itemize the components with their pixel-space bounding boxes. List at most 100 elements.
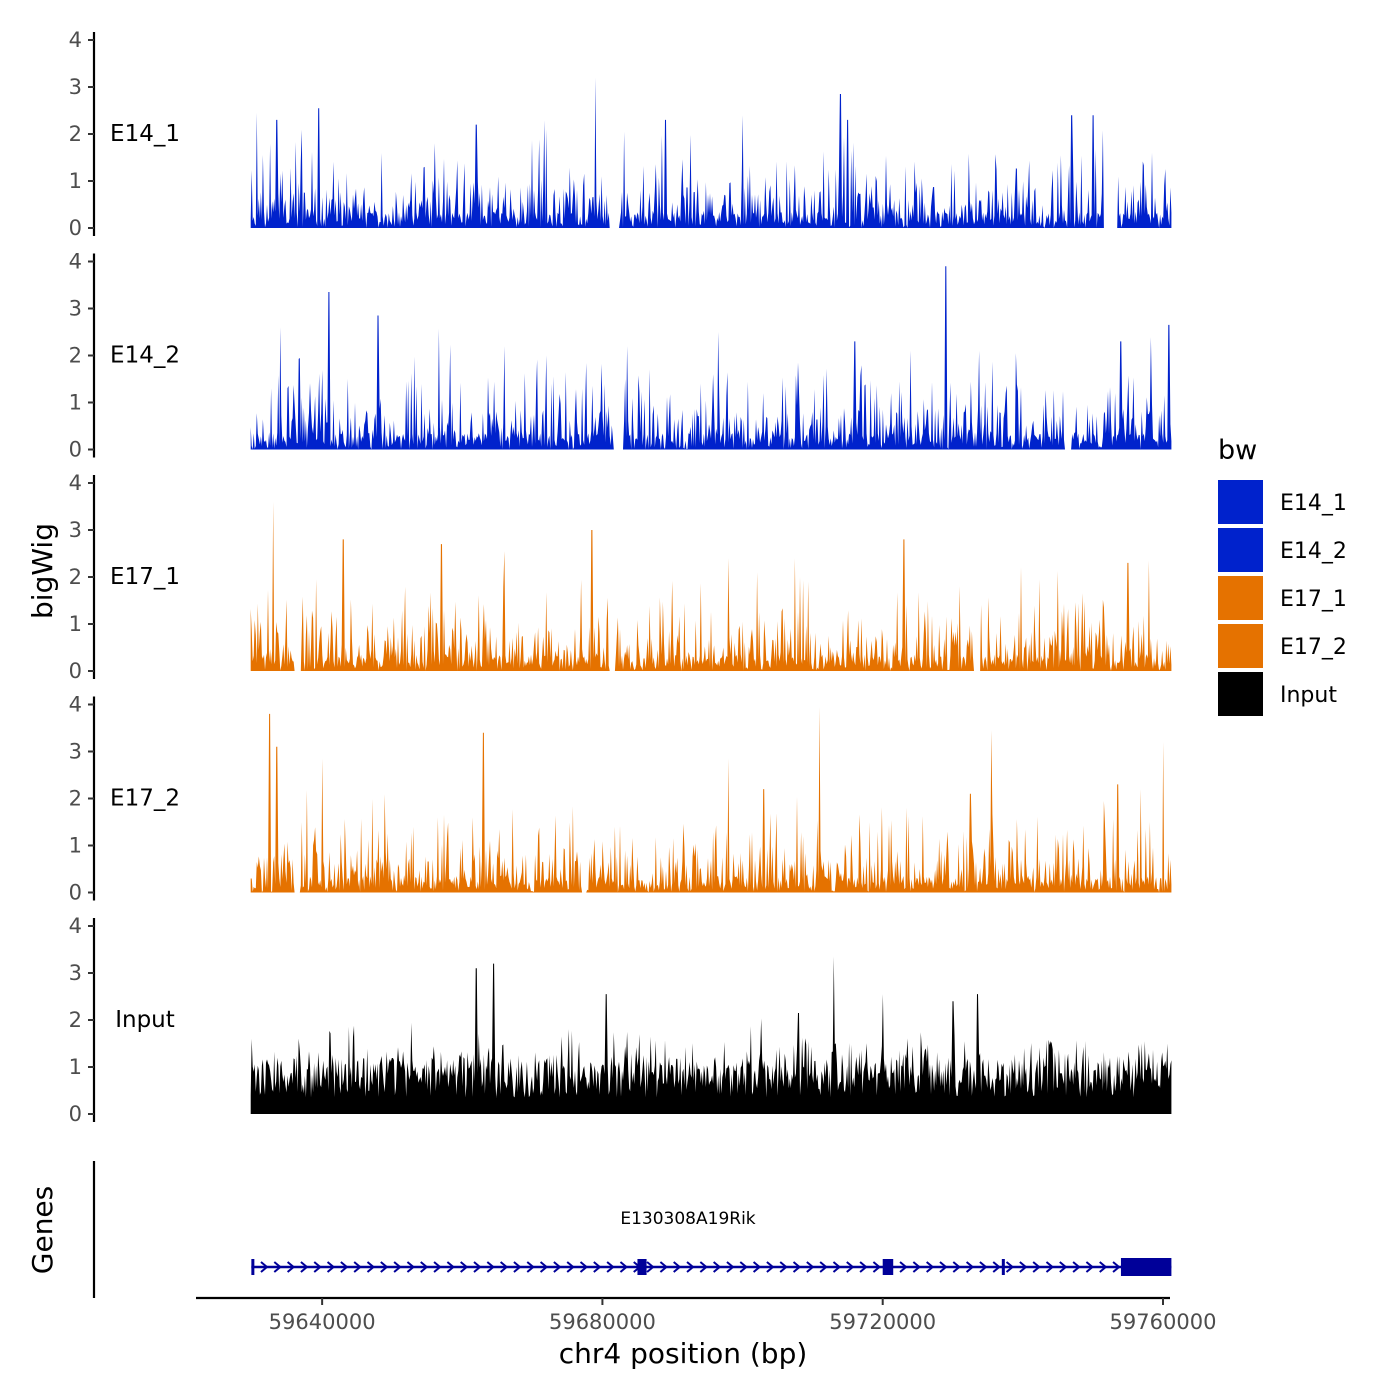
y-tick-label: 1: [69, 391, 82, 415]
legend-entry-E17_2: E17_2: [1218, 624, 1347, 668]
track-Input: 0 1 2 3 4 Input: [69, 914, 1172, 1126]
strand-arrow: [766, 1261, 775, 1273]
legend: bw E14_1 E14_2 E17_1 E17_2 Input: [1218, 435, 1347, 716]
legend-entry-E14_1: E14_1: [1218, 480, 1347, 524]
strand-arrow: [553, 1261, 562, 1273]
strand-arrow: [526, 1261, 535, 1273]
legend-label: E17_2: [1280, 635, 1347, 660]
strand-arrow: [446, 1261, 455, 1273]
y-tick-label: 2: [69, 787, 82, 811]
track-label: E14_1: [110, 121, 180, 147]
strand-arrow: [1032, 1261, 1041, 1273]
y-tick-label: 3: [69, 297, 82, 321]
y-tick-label: 4: [69, 471, 82, 495]
strand-arrow: [686, 1261, 695, 1273]
y-tick-label: 1: [69, 169, 82, 193]
strand-arrow: [712, 1261, 722, 1273]
x-tick-label: 59640000: [269, 1310, 376, 1334]
track-label: E14_2: [110, 343, 180, 369]
strand-arrow: [260, 1261, 269, 1273]
strand-arrow: [1045, 1261, 1055, 1273]
y-tick-label: 4: [69, 693, 82, 717]
strand-arrow: [579, 1261, 589, 1273]
strand-arrow: [499, 1261, 509, 1273]
legend-swatch: [1218, 576, 1263, 620]
strand-arrow: [1019, 1261, 1028, 1273]
gene-name-label: E130308A19Rik: [620, 1209, 755, 1229]
strand-arrow: [433, 1261, 442, 1273]
strand-arrow: [326, 1261, 336, 1273]
strand-arrow: [992, 1261, 1001, 1273]
y-tick-label: 0: [69, 438, 82, 462]
legend-label: E14_2: [1280, 539, 1347, 564]
strand-arrow: [846, 1261, 855, 1273]
y-tick-label: 1: [69, 1055, 82, 1079]
strand-arrow: [673, 1261, 682, 1273]
strand-arrow: [872, 1261, 881, 1273]
y-tick-label: 0: [69, 881, 82, 905]
strand-arrow: [726, 1261, 735, 1273]
strand-arrow: [899, 1261, 908, 1273]
strand-arrow: [606, 1261, 615, 1273]
gene-exon: [1001, 1259, 1005, 1275]
x-axis-title: chr4 position (bp): [559, 1337, 808, 1370]
coverage-area-E14_1: [250, 77, 1172, 228]
strand-arrow: [1005, 1261, 1015, 1273]
x-tick-label: 59760000: [1110, 1310, 1217, 1334]
strand-arrow: [340, 1261, 349, 1273]
y-tick-label: 0: [69, 1102, 82, 1126]
strand-arrow: [912, 1261, 921, 1273]
strand-arrow: [979, 1261, 988, 1273]
y-tick-label: 2: [69, 565, 82, 589]
y-tick-label: 1: [69, 834, 82, 858]
legend-swatch: [1218, 480, 1263, 524]
strand-arrow: [566, 1261, 575, 1273]
strand-arrow: [380, 1261, 389, 1273]
coverage-area-E17_1: [250, 501, 1172, 671]
strand-arrow: [699, 1261, 708, 1273]
strand-arrow: [460, 1261, 469, 1273]
legend-entry-Input: Input: [1218, 672, 1337, 716]
y-tick-label: 2: [69, 122, 82, 146]
strand-arrow: [1112, 1261, 1121, 1273]
y-tick-label: 3: [69, 740, 82, 764]
strand-arrow: [806, 1261, 815, 1273]
gene-track: E130308A19Rik: [92, 1161, 1172, 1298]
strand-arrow: [926, 1261, 935, 1273]
y-axis-title: bigWig: [26, 523, 59, 619]
y-tick-label: 0: [69, 659, 82, 683]
y-tick-label: 4: [69, 914, 82, 938]
strand-arrow: [393, 1261, 402, 1273]
strand-arrow: [832, 1261, 842, 1273]
legend-label: E14_1: [1280, 491, 1347, 516]
y-tick-label: 3: [69, 75, 82, 99]
x-tick-label: 59680000: [549, 1310, 656, 1334]
strand-arrow: [752, 1261, 762, 1273]
track-E14_1: 0 1 2 3 4 E14_1: [69, 28, 1172, 240]
strand-arrow: [659, 1261, 668, 1273]
strand-arrow: [792, 1261, 802, 1273]
strand-arrow: [1085, 1261, 1094, 1273]
y-tick-label: 3: [69, 961, 82, 985]
strand-arrow: [1072, 1261, 1081, 1273]
strand-arrow: [366, 1261, 376, 1273]
y-tick-label: 1: [69, 612, 82, 636]
strand-arrow: [313, 1261, 322, 1273]
gene-exon: [1120, 1258, 1172, 1276]
strand-arrow: [286, 1261, 296, 1273]
legend-label: E17_1: [1280, 587, 1347, 612]
strand-arrow: [406, 1261, 415, 1273]
strand-arrow: [1059, 1261, 1068, 1273]
strand-arrow: [473, 1261, 482, 1273]
coverage-area-E14_2: [250, 266, 1172, 450]
coverage-area-E17_2: [250, 706, 1172, 893]
strand-arrow: [273, 1261, 282, 1273]
y-tick-label: 2: [69, 344, 82, 368]
track-E17_1: 0 1 2 3 4 E17_1: [69, 471, 1172, 683]
genes-track-label: Genes: [26, 1186, 59, 1274]
strand-arrow: [779, 1261, 788, 1273]
x-tick-label: 59720000: [829, 1310, 936, 1334]
strand-arrow: [819, 1261, 828, 1273]
legend-title: bw: [1218, 435, 1257, 466]
